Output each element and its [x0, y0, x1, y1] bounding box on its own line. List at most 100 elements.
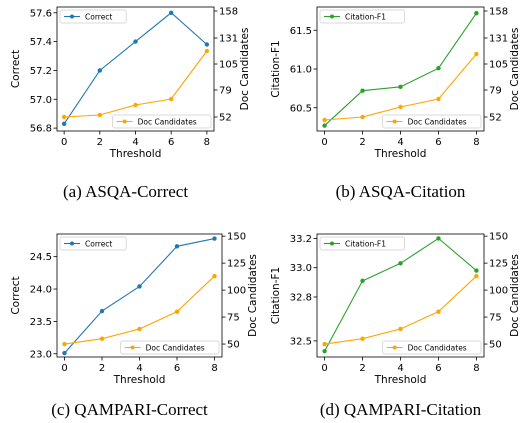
data-point-doc	[322, 117, 327, 123]
chart-panel-3: 0 2 4 6 8 Threshold 23.0 23.5 24.0 24.5 50 75 100 125…	[10, 232, 259, 419]
data-point-correct	[99, 308, 105, 314]
y2-tick-label: 105	[219, 60, 238, 71]
y-tick-label: 57.4	[30, 37, 52, 48]
x-axis-label: Threshold	[374, 148, 427, 160]
data-point-citation	[322, 348, 327, 354]
x-tick-label: 6	[174, 363, 180, 374]
chart-panel-1: 0 2 4 6 8 Threshold 56.8 57.0 57.2 57.4 57.6 52 79 10…	[10, 7, 251, 202]
x-tick-label: 0	[61, 363, 67, 374]
y2-tick-label: 158	[489, 7, 508, 18]
chart-panel-2: 0 2 4 6 8 Threshold 60.5 61.0 61.5 52 79 105 131 158 C…	[270, 7, 521, 202]
plot-frame	[316, 233, 485, 358]
data-point-doc	[360, 336, 365, 341]
legend-doc: Doc Candidates	[120, 340, 220, 355]
panel-caption: (a) ASQA-Correct	[63, 182, 188, 201]
legend-swatch-marker	[70, 14, 74, 19]
legend-frame	[382, 340, 482, 355]
legend-frame	[319, 236, 405, 251]
x-tick-label: 6	[435, 363, 441, 374]
x-axis-label: Threshold	[374, 374, 427, 386]
y-tick-label: 24.0	[30, 285, 52, 296]
legend-swatch-marker	[392, 119, 397, 124]
y2-axis-label: Doc Candidates	[247, 254, 259, 337]
x-tick-label: 0	[61, 137, 67, 148]
y-tick-label: 57.6	[30, 8, 52, 19]
data-point-doc	[474, 273, 479, 279]
data-point-doc	[133, 102, 138, 108]
data-point-doc	[474, 51, 479, 57]
y2-tick-label: 79	[489, 86, 502, 97]
y-tick-label: 61.5	[290, 26, 312, 37]
y-tick-label: 60.5	[290, 103, 312, 114]
y2-axis-label: Doc Candidates	[239, 28, 251, 111]
x-tick-label: 2	[97, 137, 103, 148]
data-point-correct	[97, 68, 103, 73]
y2-tick-label: 52	[489, 113, 502, 124]
y2-tick-label: 150	[489, 232, 508, 243]
data-point-doc	[398, 104, 403, 110]
legend-swatch-marker	[330, 14, 334, 19]
legend-frame	[319, 9, 405, 24]
legend-swatch-marker	[130, 345, 135, 350]
x-tick-label: 6	[168, 137, 174, 148]
x-tick-label: 2	[359, 137, 365, 148]
y2-tick-label: 105	[489, 60, 508, 71]
y2-tick-label: 100	[489, 286, 508, 297]
data-point-citation	[398, 84, 403, 90]
x-tick-label: 4	[136, 363, 142, 374]
y-tick-label: 61.0	[290, 65, 312, 76]
legend-citation: Citation-F1	[319, 9, 405, 24]
x-tick-label: 4	[397, 137, 403, 148]
legend-doc: Doc Candidates	[112, 114, 212, 129]
data-point-doc	[204, 48, 210, 54]
data-point-doc	[99, 336, 105, 341]
x-tick-label: 6	[435, 137, 441, 148]
legend-swatch-marker	[70, 241, 74, 246]
data-point-citation	[474, 11, 479, 16]
y2-axis-label: Doc Candidates	[509, 28, 521, 111]
y-tick-label: 23.5	[30, 317, 52, 328]
data-point-citation	[436, 236, 441, 241]
legend-correct: Correct	[59, 236, 127, 251]
y-tick-label: 56.8	[30, 124, 52, 135]
y2-tick-label: 75	[227, 313, 240, 324]
data-point-correct	[62, 350, 67, 356]
data-point-citation	[322, 123, 327, 128]
y-tick-label: 33.2	[290, 234, 312, 245]
y-tick-label: 57.2	[30, 66, 52, 77]
legend-label: Doc Candidates	[138, 117, 197, 126]
y2-axis-label: Doc Candidates	[509, 254, 521, 337]
y-axis-label: Correct	[10, 276, 22, 314]
data-point-citation	[436, 66, 441, 71]
y2-tick-label: 50	[489, 340, 502, 351]
legend-frame	[59, 9, 127, 24]
series-line-citation	[324, 237, 477, 352]
legend-frame	[59, 236, 127, 251]
data-point-correct	[174, 244, 180, 249]
legend-label: Doc Candidates	[408, 117, 467, 126]
plot-frame	[56, 6, 215, 132]
y2-tick-label: 131	[219, 34, 238, 45]
chart-panel-4: 0 2 4 6 8 Threshold 32.5 32.8 33.0 33.2 50 75 100 125…	[270, 232, 521, 419]
y-tick-label: 24.5	[30, 252, 52, 263]
legend-label: Citation-F1	[345, 12, 386, 21]
y-axis-label: Correct	[10, 50, 22, 88]
y2-tick-label: 158	[219, 7, 238, 18]
data-point-citation	[360, 88, 365, 93]
legend-frame	[120, 340, 220, 355]
data-point-doc	[168, 96, 174, 102]
x-tick-label: 8	[473, 363, 479, 374]
y2-tick-label: 100	[227, 286, 246, 297]
data-point-correct	[133, 39, 138, 44]
legend-swatch-marker	[330, 241, 334, 246]
y2-tick-label: 75	[489, 313, 502, 324]
data-point-correct	[137, 284, 142, 289]
legend-label: Doc Candidates	[146, 343, 205, 352]
legend-label: Doc Candidates	[408, 343, 467, 352]
panel-caption: (d) QAMPARI-Citation	[320, 400, 482, 419]
data-point-doc	[137, 326, 142, 332]
series-line-correct	[64, 237, 215, 354]
data-point-doc	[62, 341, 67, 347]
data-point-doc	[212, 273, 217, 279]
panel-caption: (c) QAMPARI-Correct	[51, 400, 208, 419]
